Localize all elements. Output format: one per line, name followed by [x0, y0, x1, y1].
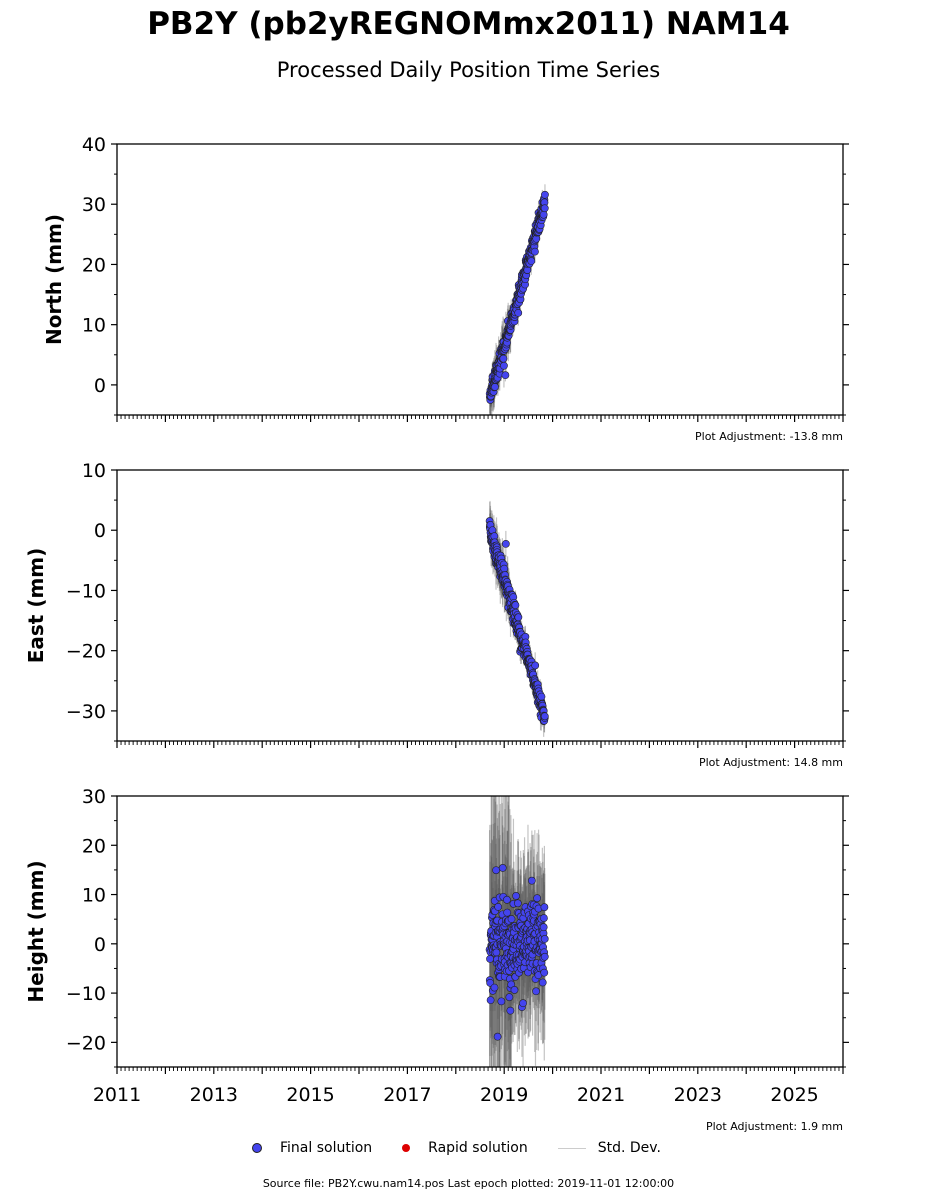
final-solution-points	[485, 517, 549, 725]
data-point	[539, 923, 548, 932]
legend-rapid-label: Rapid solution	[428, 1140, 528, 1156]
chart-title: PB2Y (pb2yREGNOMmx2011) NAM14	[147, 6, 790, 42]
data-point	[513, 899, 522, 908]
final-solution-points	[485, 864, 549, 1041]
y-tick-label: 20	[82, 835, 106, 857]
data-point	[486, 954, 494, 963]
y-tick-label: 10	[82, 460, 106, 482]
data-point	[514, 308, 523, 317]
y-tick-label: 40	[82, 134, 106, 156]
x-tick-label: 2019	[480, 1084, 528, 1106]
data-point	[511, 601, 520, 610]
plot-frame	[116, 795, 844, 1068]
y-axis-label: East (mm)	[24, 548, 48, 664]
y-tick-label: 30	[82, 786, 106, 808]
legend-final-marker	[252, 1143, 262, 1153]
data-point	[540, 903, 549, 912]
data-point	[500, 564, 509, 573]
data-point	[512, 892, 520, 900]
y-tick-label: 0	[94, 934, 106, 956]
data-point	[490, 983, 499, 992]
legend-item-stddev: Std. Dev.	[557, 1140, 661, 1156]
data-point	[494, 902, 503, 911]
y-tick-label: 0	[94, 520, 106, 542]
legend: Final solution Rapid solution Std. Dev.	[252, 1138, 691, 1158]
data-point	[527, 876, 536, 885]
data-point	[500, 361, 508, 370]
final-solution-points	[485, 190, 549, 404]
data-point	[486, 996, 495, 1005]
legend-rapid-marker	[402, 1144, 411, 1152]
y-tick-label: 10	[82, 315, 106, 337]
data-point	[532, 987, 540, 996]
data-point	[540, 914, 548, 922]
y-tick-label: 20	[82, 254, 106, 276]
data-point	[514, 613, 523, 622]
plot-adjustment-label: Plot Adjustment: 14.8 mm	[699, 756, 843, 769]
data-point	[507, 915, 516, 923]
plot-frame	[116, 469, 844, 742]
data-point	[539, 210, 548, 219]
data-point	[503, 895, 511, 904]
data-point	[499, 354, 508, 363]
y-tick-label: −20	[66, 641, 106, 663]
data-point	[498, 864, 507, 872]
data-point	[501, 371, 510, 380]
data-point	[540, 934, 549, 943]
plot-frame	[116, 143, 844, 416]
y-tick-label: 10	[82, 885, 106, 907]
data-point	[527, 257, 536, 265]
y-tick-label: −20	[66, 1032, 106, 1054]
data-point	[501, 539, 510, 548]
y-axis-label: North (mm)	[42, 214, 66, 345]
y-axis-label: Height (mm)	[24, 860, 48, 1002]
data-point	[531, 247, 539, 256]
data-point	[540, 712, 549, 721]
legend-final-label: Final solution	[280, 1140, 373, 1156]
y-tick-label: −10	[66, 983, 106, 1005]
data-point	[493, 1032, 502, 1041]
data-point	[492, 948, 501, 957]
data-point	[510, 986, 519, 994]
data-point	[538, 978, 547, 987]
data-point	[541, 190, 549, 199]
legend-stddev-label: Std. Dev.	[597, 1140, 661, 1156]
data-point	[540, 968, 549, 977]
data-point	[505, 993, 514, 1002]
data-point	[537, 692, 546, 701]
y-tick-label: 0	[94, 375, 106, 397]
legend-stddev-line	[557, 1147, 586, 1149]
data-point	[497, 997, 506, 1006]
source-footer: Source file: PB2Y.cwu.nam14.pos Last epo…	[262, 1177, 675, 1190]
plot-adjustment-label: Plot Adjustment: -13.8 mm	[695, 430, 843, 443]
data-point	[540, 204, 549, 213]
data-point	[540, 952, 549, 961]
x-tick-label: 2021	[577, 1084, 625, 1106]
x-tick-label: 2023	[674, 1084, 722, 1106]
legend-item-final: Final solution	[252, 1140, 372, 1156]
data-point	[492, 866, 500, 875]
y-tick-label: 30	[82, 194, 106, 216]
data-point	[531, 661, 540, 670]
legend-item-rapid: Rapid solution	[402, 1140, 528, 1156]
y-tick-label: −30	[66, 701, 106, 723]
x-tick-label: 2017	[383, 1084, 431, 1106]
x-tick-label: 2011	[93, 1084, 141, 1106]
data-point	[519, 999, 527, 1008]
x-tick-label: 2015	[286, 1084, 334, 1106]
y-tick-label: −10	[66, 580, 106, 602]
data-point	[506, 1006, 515, 1015]
plot-adjustment-label: Plot Adjustment: 1.9 mm	[706, 1120, 843, 1133]
x-tick-label: 2013	[190, 1084, 238, 1106]
data-point	[491, 383, 499, 391]
data-point	[503, 908, 512, 917]
data-point	[533, 894, 542, 903]
x-tick-label: 2025	[770, 1084, 818, 1106]
chart-subtitle: Processed Daily Position Time Series	[276, 58, 661, 82]
